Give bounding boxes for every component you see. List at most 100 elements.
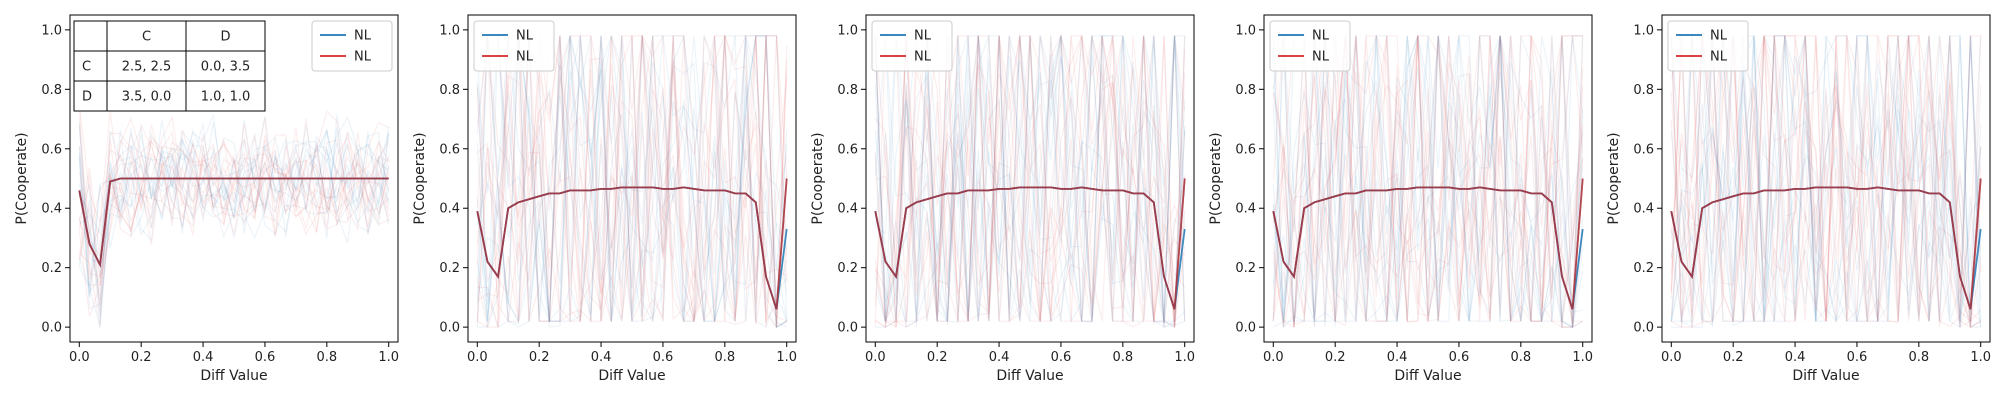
legend-entry: NL bbox=[354, 50, 372, 65]
y-tick-label: 0.0 bbox=[41, 321, 62, 336]
table-payoff: 1.0, 1.0 bbox=[201, 90, 251, 105]
background-trace bbox=[1670, 35, 1982, 329]
y-tick-label: 0.8 bbox=[41, 83, 62, 98]
background-trace bbox=[476, 35, 788, 324]
background-trace bbox=[874, 35, 1186, 323]
background-trace bbox=[476, 35, 788, 328]
x-tick-label: 0.0 bbox=[865, 350, 886, 365]
background-trace bbox=[874, 35, 1186, 329]
background-trace bbox=[1670, 35, 1982, 323]
background-trace bbox=[874, 35, 1186, 322]
y-tick-label: 0.6 bbox=[837, 142, 858, 157]
background-trace bbox=[78, 115, 390, 236]
background-trace bbox=[477, 35, 788, 328]
background-trace bbox=[874, 35, 1186, 328]
y-tick-label: 0.2 bbox=[41, 261, 62, 276]
background-trace bbox=[476, 35, 788, 328]
axes-frame bbox=[865, 14, 1195, 343]
axes-frame bbox=[1661, 14, 1991, 343]
background-traces bbox=[78, 104, 390, 328]
background-trace bbox=[1272, 35, 1584, 329]
x-tick-label: 0.6 bbox=[1051, 350, 1072, 365]
background-trace bbox=[78, 116, 390, 301]
background-traces bbox=[476, 33, 788, 330]
y-tick-label: 0.4 bbox=[837, 202, 858, 217]
x-tick-label: 0.0 bbox=[69, 350, 90, 365]
series-overlap-line bbox=[874, 178, 1186, 310]
y-tick-label: 0.6 bbox=[439, 142, 460, 157]
y-tick-label: 0.8 bbox=[1235, 83, 1256, 98]
background-trace bbox=[1272, 35, 1584, 329]
x-tick-label: 0.8 bbox=[1112, 350, 1133, 365]
background-trace bbox=[1272, 35, 1584, 327]
background-trace bbox=[78, 123, 390, 264]
background-trace bbox=[476, 33, 788, 324]
y-tick-label: 0.2 bbox=[439, 261, 460, 276]
background-trace bbox=[1272, 35, 1584, 329]
background-trace bbox=[1670, 35, 1982, 329]
background-trace bbox=[78, 144, 390, 317]
background-trace bbox=[1670, 35, 1982, 329]
background-trace bbox=[874, 35, 1185, 324]
background-trace bbox=[1272, 35, 1584, 328]
y-tick-label: 0.8 bbox=[439, 83, 460, 98]
background-trace bbox=[78, 133, 390, 259]
legend-entry: NL bbox=[1710, 29, 1728, 44]
y-tick-label: 0.4 bbox=[41, 202, 62, 217]
x-tick-label: 0.6 bbox=[653, 350, 674, 365]
x-tick-label: 0.0 bbox=[1263, 350, 1284, 365]
background-trace bbox=[1670, 35, 1982, 322]
x-axis-label: Diff Value bbox=[1792, 368, 1859, 384]
y-tick-label: 1.0 bbox=[837, 23, 858, 38]
table-cell bbox=[106, 20, 187, 52]
background-trace bbox=[476, 35, 788, 329]
background-trace bbox=[78, 119, 390, 328]
background-trace bbox=[476, 35, 788, 328]
background-trace bbox=[476, 35, 788, 328]
y-tick-label: 0.0 bbox=[439, 321, 460, 336]
table-cell bbox=[106, 50, 187, 82]
background-trace bbox=[874, 35, 1186, 329]
subplot-1: 0.0 0.2 0.4 0.6 0.8 1.0 0.0 0.2 0.4 0.6 0.8 1.0 Diff… bbox=[14, 14, 399, 384]
y-tick-label: 0.0 bbox=[1235, 321, 1256, 336]
x-axis-label: Diff Value bbox=[598, 368, 665, 384]
background-trace bbox=[1272, 35, 1584, 328]
y-axis-label: P(Cooperate) bbox=[1606, 132, 1622, 224]
background-trace bbox=[78, 127, 390, 310]
legend-entry: NL bbox=[1312, 29, 1330, 44]
background-trace bbox=[78, 129, 390, 294]
y-axis-label: P(Cooperate) bbox=[1208, 132, 1224, 224]
y-tick-label: 0.4 bbox=[1633, 202, 1654, 217]
table-cell bbox=[185, 80, 266, 112]
background-trace bbox=[78, 122, 390, 324]
background-trace bbox=[476, 35, 788, 322]
background-trace bbox=[476, 35, 788, 322]
y-tick-label: 0.2 bbox=[1633, 261, 1654, 276]
legend-box bbox=[473, 20, 555, 72]
table-row-header: C bbox=[82, 60, 91, 75]
background-trace bbox=[476, 35, 788, 328]
background-trace bbox=[1272, 35, 1583, 322]
background-trace bbox=[476, 35, 788, 322]
x-tick-label: 0.8 bbox=[1510, 350, 1531, 365]
background-trace bbox=[1272, 35, 1584, 322]
y-tick-label: 0.0 bbox=[1633, 321, 1654, 336]
background-trace bbox=[874, 35, 1186, 328]
y-tick-label: 0.4 bbox=[1235, 202, 1256, 217]
y-tick-label: 0.6 bbox=[41, 142, 62, 157]
x-tick-label: 0.2 bbox=[1723, 350, 1744, 365]
background-trace bbox=[1670, 35, 1981, 328]
table-cell bbox=[106, 80, 187, 112]
table-payoff: 0.0, 3.5 bbox=[201, 60, 251, 75]
x-tick-label: 0.2 bbox=[927, 350, 948, 365]
x-tick-label: 0.2 bbox=[1325, 350, 1346, 365]
axes-frame bbox=[69, 14, 399, 343]
background-trace bbox=[1670, 35, 1982, 327]
x-tick-label: 0.4 bbox=[1785, 350, 1806, 365]
legend-entry: NL bbox=[1710, 50, 1728, 65]
x-tick-label: 0.6 bbox=[1449, 350, 1470, 365]
background-trace bbox=[1272, 35, 1583, 324]
background-trace bbox=[874, 35, 1186, 329]
legend-entry: NL bbox=[1312, 50, 1330, 65]
